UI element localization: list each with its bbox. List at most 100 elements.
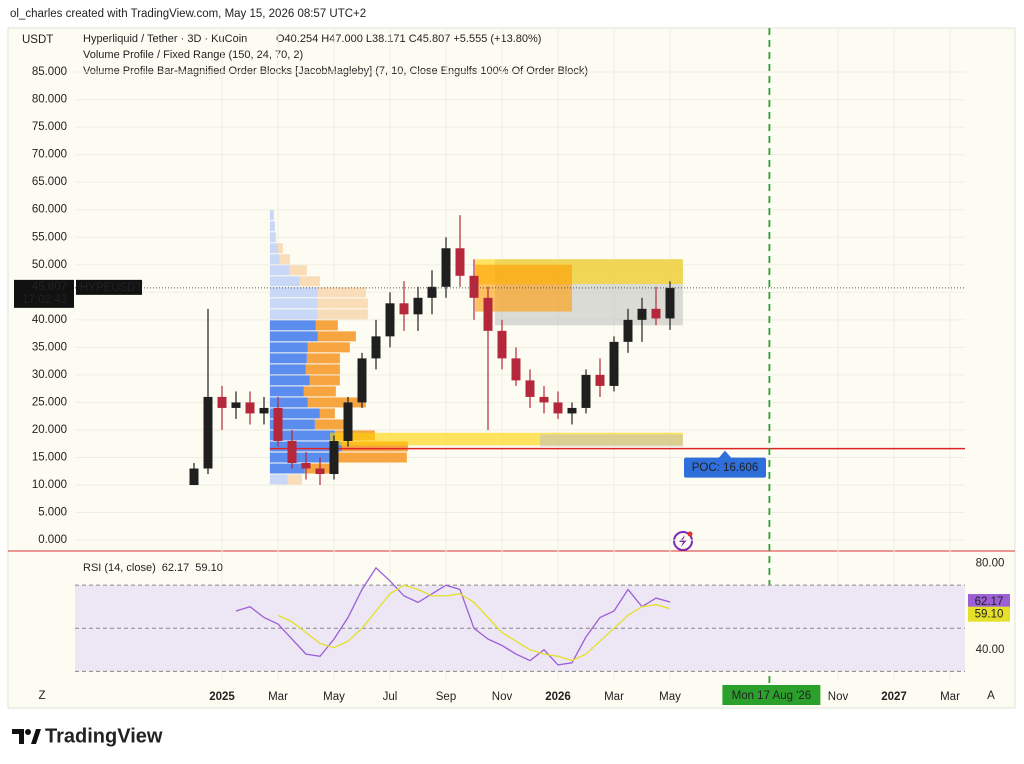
candle-body bbox=[637, 308, 647, 320]
y-tick-label: 0.000 bbox=[38, 534, 67, 546]
rsi-tick-label: 40.00 bbox=[976, 644, 1005, 656]
value-box-label: 59.10 bbox=[975, 609, 1004, 621]
candle-body bbox=[231, 402, 241, 408]
profile-sell bbox=[319, 408, 335, 419]
profile-sell bbox=[305, 364, 340, 375]
last-price-box bbox=[14, 279, 74, 308]
y-tick-label: 70.000 bbox=[32, 149, 67, 161]
y-tick-label: 80.000 bbox=[32, 94, 67, 106]
profile-buy bbox=[269, 320, 316, 331]
profile-sell bbox=[317, 331, 356, 342]
candle-body bbox=[441, 248, 451, 287]
y-tick-label: 20.000 bbox=[32, 424, 67, 436]
poc-pointer bbox=[718, 450, 732, 459]
profile-sell bbox=[315, 320, 338, 331]
candle-body bbox=[357, 358, 367, 403]
x-tick-label: Mar bbox=[604, 691, 624, 703]
profile-sell bbox=[287, 474, 302, 485]
scale-button[interactable]: Z bbox=[38, 690, 45, 702]
profile-sell bbox=[306, 353, 340, 364]
y-tick-label: 10.000 bbox=[32, 479, 67, 491]
x-tick-label: Jul bbox=[383, 691, 398, 703]
candle-body bbox=[301, 463, 311, 469]
candle-body bbox=[567, 407, 577, 414]
y-tick-label: 85.000 bbox=[32, 66, 67, 78]
candle-body bbox=[427, 286, 437, 298]
candle-body bbox=[665, 287, 675, 319]
symbol-tag: HYPEUSDT bbox=[80, 282, 143, 294]
symbol-tag-box bbox=[76, 279, 142, 295]
x-tick-label: Nov bbox=[492, 691, 513, 703]
profile-sell bbox=[303, 386, 336, 397]
candle-body bbox=[455, 248, 465, 276]
profile-buy bbox=[269, 342, 308, 353]
profile-sell bbox=[289, 265, 307, 276]
candle-body bbox=[525, 380, 535, 397]
candle-body bbox=[287, 440, 297, 463]
candle-body bbox=[581, 374, 591, 408]
candle-body bbox=[273, 407, 283, 441]
profile-buy bbox=[269, 375, 310, 386]
candle-body bbox=[413, 297, 423, 315]
scale-button[interactable]: A bbox=[987, 690, 995, 702]
indicator: Volume Profile / Fixed Range (150, 24, 7… bbox=[83, 49, 303, 61]
candle-body bbox=[371, 336, 381, 359]
quote-currency: USDT bbox=[22, 34, 53, 46]
date-marker-box bbox=[722, 685, 821, 705]
candle-body bbox=[539, 396, 549, 403]
candle-body bbox=[329, 440, 339, 475]
profile-buy bbox=[269, 353, 307, 364]
profile-buy bbox=[269, 441, 342, 452]
x-tick-label: May bbox=[659, 691, 681, 703]
profile-sell bbox=[277, 243, 283, 254]
profile-sell bbox=[307, 397, 366, 408]
x-tick-label: Nov bbox=[828, 691, 849, 703]
profile-buy bbox=[269, 254, 280, 265]
ohlc: O40.254 H47.000 L38.171 C45.807 +5.555 (… bbox=[276, 33, 541, 45]
candle-body bbox=[259, 407, 269, 414]
y-tick-label: 25.000 bbox=[32, 396, 67, 408]
profile-sell bbox=[307, 342, 350, 353]
profile-buy bbox=[269, 419, 315, 430]
poc-label: POC: 16.606 bbox=[692, 462, 758, 474]
countdown: 17:02:43 bbox=[22, 294, 67, 306]
candle-body bbox=[469, 275, 479, 298]
order-block bbox=[540, 434, 683, 447]
alert-icon[interactable] bbox=[673, 531, 693, 551]
value-box bbox=[968, 606, 1010, 622]
last-price-label: 45.807 bbox=[32, 281, 67, 293]
candle-body bbox=[385, 303, 395, 337]
candle-body bbox=[203, 396, 213, 469]
candle-body bbox=[595, 374, 605, 386]
x-tick-label: 2026 bbox=[545, 691, 571, 703]
candle-body bbox=[343, 402, 353, 441]
x-tick-label: May bbox=[323, 691, 345, 703]
rsi-line bbox=[235, 566, 671, 666]
profile-buy bbox=[269, 474, 288, 485]
profile-sell bbox=[279, 254, 290, 265]
attribution: ol_charles created with TradingView.com,… bbox=[10, 8, 366, 20]
candle-body bbox=[399, 303, 409, 315]
profile-buy bbox=[269, 452, 332, 463]
rsi-title: RSI (14, close) bbox=[83, 562, 156, 574]
rsi-line bbox=[277, 584, 671, 662]
x-tick-label: Mar bbox=[940, 691, 960, 703]
profile-sell bbox=[299, 276, 320, 287]
profile-buy bbox=[269, 232, 276, 243]
profile-sell bbox=[309, 375, 340, 386]
profile-sell bbox=[317, 298, 368, 309]
profile-sell bbox=[341, 441, 408, 452]
rsi-tick-label: 80.00 bbox=[976, 558, 1005, 570]
candle-body bbox=[483, 297, 493, 331]
y-tick-label: 15.000 bbox=[32, 452, 67, 464]
profile-buy bbox=[269, 309, 318, 320]
y-tick-label: 40.000 bbox=[32, 314, 67, 326]
rsi-legend-value: 62.17 bbox=[162, 562, 190, 574]
profile-buy bbox=[269, 265, 290, 276]
x-tick-label: 2025 bbox=[209, 691, 235, 703]
brand-logo bbox=[12, 729, 41, 744]
profile-buy bbox=[269, 430, 335, 441]
profile-buy bbox=[269, 276, 300, 287]
indicator: Volume Profile Bar-Magnified Order Block… bbox=[83, 65, 588, 77]
